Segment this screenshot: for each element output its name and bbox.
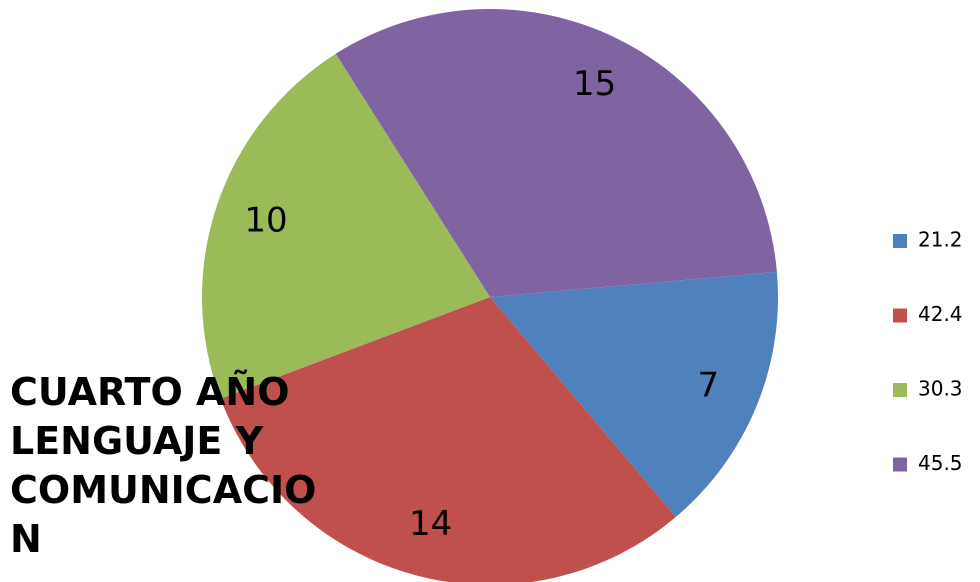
legend-swatch: [893, 383, 907, 397]
data-label: 14: [409, 504, 452, 544]
data-label: 15: [573, 64, 616, 104]
pie-slice: [220, 297, 676, 582]
legend-label: 45.5: [918, 451, 963, 475]
data-label: 7: [698, 365, 720, 405]
legend-swatch: [893, 234, 907, 248]
pie-slice: [202, 53, 490, 399]
pie-slice: [335, 8, 777, 297]
legend-label: 42.4: [918, 302, 963, 326]
pie-slice: [490, 271, 778, 517]
legend-swatch: [893, 457, 907, 472]
legend-label: 21.2: [918, 228, 963, 252]
chart-title: CUARTO AÑO LENGUAJE Y COMUNICACION: [10, 370, 317, 561]
data-label: 10: [244, 201, 287, 241]
legend-swatch: [893, 308, 907, 323]
legend-label: 30.3: [918, 377, 963, 401]
